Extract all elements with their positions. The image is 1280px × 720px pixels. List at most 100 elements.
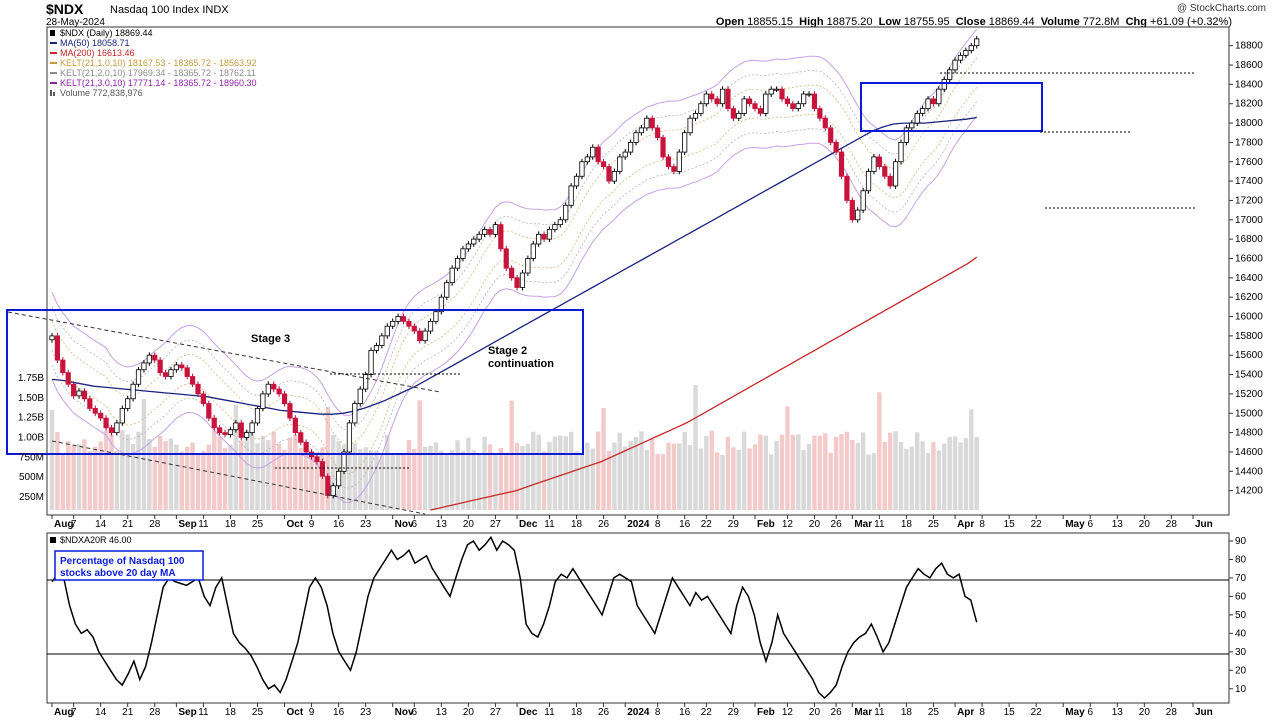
candle-body bbox=[217, 427, 223, 434]
indicator-note-box bbox=[54, 550, 204, 581]
candle-body bbox=[454, 258, 461, 269]
indicator-x-tick-label: Aug bbox=[54, 707, 73, 718]
volume-y-tick-label: 250M bbox=[19, 492, 44, 503]
indicator-x-tick-label: 20 bbox=[809, 707, 821, 718]
symbol-description: Nasdaq 100 Index INDX bbox=[110, 4, 229, 16]
volume-bar bbox=[682, 432, 687, 510]
candle-body bbox=[746, 98, 753, 105]
volume-bar bbox=[660, 454, 666, 510]
legend-item: KELT(21,1.0,10) 18167.53 - 18365.72 - 18… bbox=[60, 58, 256, 68]
candle-body bbox=[271, 383, 277, 390]
candle-body bbox=[795, 103, 801, 109]
volume-bar bbox=[130, 443, 136, 510]
low-value: 18755.95 bbox=[903, 16, 950, 28]
volume-bar bbox=[725, 436, 731, 510]
volume-bar bbox=[925, 453, 931, 510]
volume-y-axis: 250M 500M 750M 1.00B 1.25B 1.50B 1.75B bbox=[18, 373, 44, 503]
candle-body bbox=[411, 325, 417, 332]
candle-body bbox=[838, 151, 845, 177]
candle-body bbox=[254, 408, 261, 424]
price-x-tick-label: 28 bbox=[149, 519, 161, 530]
candle-body bbox=[152, 354, 158, 361]
indicator-x-tick-label: 18 bbox=[901, 707, 913, 718]
close-value: 18869.44 bbox=[988, 16, 1035, 28]
indicator-x-tick-label: Dec bbox=[519, 707, 538, 718]
candle-body bbox=[541, 233, 547, 240]
candle-body bbox=[135, 369, 142, 385]
candle-body bbox=[498, 224, 504, 250]
volume-bar bbox=[239, 440, 244, 510]
volume-bar bbox=[671, 443, 677, 510]
indicator-x-tick-label: Nov bbox=[395, 707, 414, 718]
candle-body bbox=[774, 88, 780, 91]
volume-bar bbox=[233, 404, 239, 510]
candle-body bbox=[449, 267, 455, 284]
volume-bar bbox=[585, 442, 590, 510]
price-x-tick-label: Mar bbox=[854, 519, 872, 530]
indicator-x-tick-label: 28 bbox=[149, 707, 161, 718]
volume-bar bbox=[942, 443, 947, 510]
price-y-tick-label: 15000 bbox=[1235, 408, 1263, 419]
indicator-x-tick-label: Jun bbox=[1195, 707, 1213, 718]
volume-bar bbox=[136, 431, 141, 510]
indicator-note-line2: stocks above 20 day MA bbox=[60, 568, 176, 579]
indicator-y-tick-label: 30 bbox=[1235, 647, 1247, 658]
candle-body bbox=[741, 98, 747, 114]
candle-body bbox=[281, 393, 288, 404]
volume-bar bbox=[260, 435, 266, 510]
candle-body bbox=[514, 277, 520, 288]
annotations: Stage 3 Stage 2 continuation bbox=[6, 72, 1195, 515]
watermark: @ StockCharts.com bbox=[1176, 3, 1266, 14]
volume-bar bbox=[514, 442, 520, 510]
keltner-band-line bbox=[51, 43, 978, 431]
candle-body bbox=[265, 383, 271, 395]
volume-bar bbox=[650, 438, 655, 510]
candle-body bbox=[384, 325, 390, 337]
price-y-tick-label: 14800 bbox=[1235, 428, 1263, 439]
volume-bar bbox=[114, 450, 120, 510]
price-y-tick-label: 17400 bbox=[1235, 176, 1263, 187]
volume-bar bbox=[536, 434, 541, 510]
volume-bar bbox=[201, 450, 206, 510]
chart-date: 28-May-2024 bbox=[46, 17, 105, 28]
candle-body bbox=[649, 117, 655, 129]
volume-bar bbox=[460, 451, 466, 510]
volume-bar bbox=[87, 450, 93, 510]
candle-body bbox=[492, 224, 499, 235]
price-x-tick-label: 22 bbox=[1031, 519, 1043, 530]
indicator-x-tick-label: 11 bbox=[874, 707, 885, 718]
volume-bar bbox=[844, 431, 850, 510]
volume-bar bbox=[287, 437, 293, 510]
volume-bar bbox=[801, 450, 806, 510]
price-y-tick-label: 15800 bbox=[1235, 331, 1263, 342]
candle-body bbox=[709, 93, 715, 100]
price-y-tick-label: 16400 bbox=[1235, 273, 1263, 284]
candle-body bbox=[233, 422, 239, 431]
volume-bar bbox=[471, 450, 476, 510]
volume-bar bbox=[823, 433, 828, 510]
volume-bar bbox=[428, 445, 433, 510]
volume-bar bbox=[412, 448, 417, 510]
trendline-upper bbox=[7, 311, 441, 393]
bar-icon bbox=[50, 90, 52, 96]
volume-bar bbox=[449, 450, 455, 510]
volume-bars bbox=[49, 385, 979, 510]
price-x-tick-label: 13 bbox=[436, 519, 448, 530]
indicator-frame bbox=[46, 532, 1230, 704]
indicator-series bbox=[51, 535, 978, 700]
volume-bar bbox=[174, 444, 179, 510]
volume-bar bbox=[493, 452, 498, 510]
volume-bar bbox=[60, 453, 66, 510]
ma50-line bbox=[51, 116, 977, 415]
volume-bar bbox=[709, 430, 714, 510]
candle-body bbox=[628, 142, 634, 153]
candle-body bbox=[638, 127, 645, 134]
candle-body bbox=[444, 282, 450, 298]
candle-body bbox=[860, 190, 866, 211]
volume-bar bbox=[163, 441, 168, 510]
stage2-label-line1: Stage 2 bbox=[488, 345, 527, 357]
volume-bar bbox=[812, 435, 817, 510]
candle-body bbox=[920, 108, 926, 114]
indicator-x-tick-label: 12 bbox=[782, 707, 794, 718]
candle-body bbox=[417, 330, 423, 342]
